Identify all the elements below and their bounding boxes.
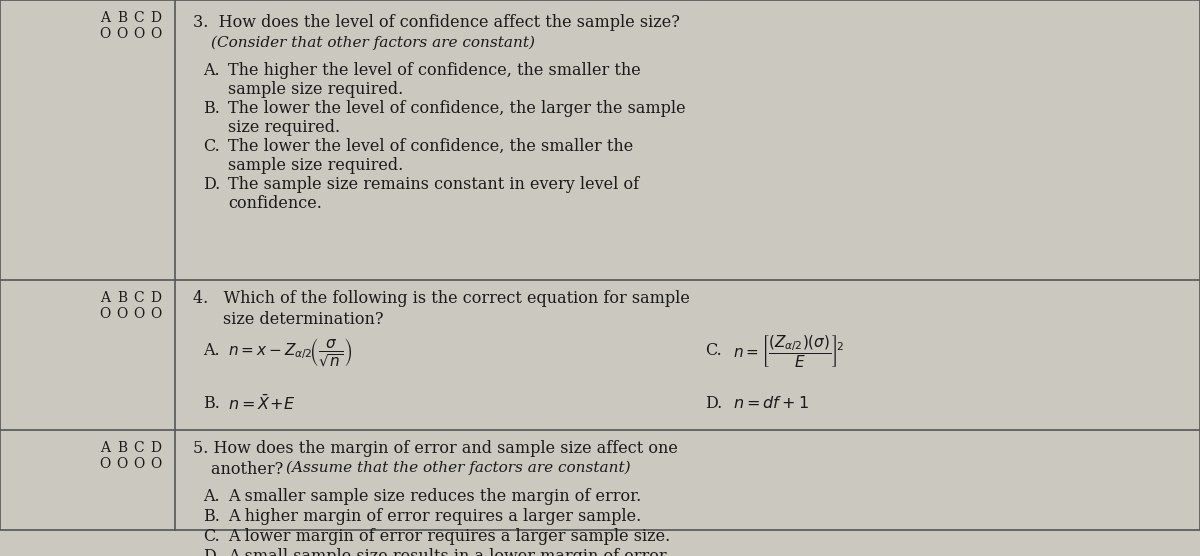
Text: $n = \left[\dfrac{(Z_{\alpha/2})(\sigma)}{E}\right]^{\!2}$: $n = \left[\dfrac{(Z_{\alpha/2})(\sigma)… [733, 334, 845, 370]
Text: O: O [100, 457, 110, 471]
Text: B: B [116, 291, 127, 305]
Bar [0, 430, 175, 530]
Text: O: O [150, 27, 162, 41]
Text: B.: B. [203, 508, 220, 525]
Text: A higher margin of error requires a larger sample.: A higher margin of error requires a larg… [228, 508, 641, 525]
Text: 3.  How does the level of confidence affect the sample size?: 3. How does the level of confidence affe… [193, 14, 680, 31]
Text: A.: A. [203, 62, 220, 79]
Text: The lower the level of confidence, the larger the sample: The lower the level of confidence, the l… [228, 100, 685, 117]
Bar [175, 280, 1200, 430]
Bar [0, 0, 175, 280]
Text: A: A [100, 441, 110, 455]
Text: D: D [150, 291, 162, 305]
Text: $n = df + 1$: $n = df + 1$ [733, 395, 809, 412]
Text: A.: A. [203, 488, 220, 505]
Text: D: D [150, 441, 162, 455]
Text: sample size required.: sample size required. [228, 81, 403, 98]
Bar [0, 280, 175, 430]
Text: The lower the level of confidence, the smaller the: The lower the level of confidence, the s… [228, 138, 634, 155]
Text: C: C [133, 291, 144, 305]
Text: size determination?: size determination? [223, 311, 384, 328]
Text: O: O [100, 27, 110, 41]
Text: 5. How does the margin of error and sample size affect one: 5. How does the margin of error and samp… [193, 440, 678, 457]
Text: C: C [133, 11, 144, 25]
Bar [175, 0, 1200, 280]
Text: A: A [100, 11, 110, 25]
Text: B: B [116, 11, 127, 25]
Text: D.: D. [706, 395, 722, 412]
Text: C: C [133, 441, 144, 455]
Text: O: O [133, 457, 145, 471]
Text: B.: B. [203, 395, 220, 412]
Text: O: O [116, 457, 127, 471]
Text: O: O [100, 307, 110, 321]
Bar [175, 430, 1200, 530]
Text: size required.: size required. [228, 119, 340, 136]
Text: A: A [100, 291, 110, 305]
Text: $n = x - Z_{\alpha/2}\!\left(\dfrac{\sigma}{\sqrt{n}}\right)$: $n = x - Z_{\alpha/2}\!\left(\dfrac{\sig… [228, 337, 353, 369]
Text: O: O [116, 307, 127, 321]
Text: (Consider that other factors are constant): (Consider that other factors are constan… [211, 36, 535, 51]
Text: confidence.: confidence. [228, 195, 322, 212]
Text: 4.   Which of the following is the correct equation for sample: 4. Which of the following is the correct… [193, 290, 690, 307]
Text: O: O [116, 27, 127, 41]
Text: D.: D. [203, 548, 221, 556]
Text: The sample size remains constant in every level of: The sample size remains constant in ever… [228, 176, 640, 193]
Text: C.: C. [706, 342, 721, 359]
Text: (Assume that the other factors are constant): (Assume that the other factors are const… [286, 461, 631, 475]
Text: O: O [150, 307, 162, 321]
Text: C.: C. [203, 528, 220, 545]
Text: B.: B. [203, 100, 220, 117]
Text: B: B [116, 441, 127, 455]
Text: another?: another? [211, 461, 288, 478]
Text: A smaller sample size reduces the margin of error.: A smaller sample size reduces the margin… [228, 488, 641, 505]
Text: A small sample size results in a lower margin of error.: A small sample size results in a lower m… [228, 548, 670, 556]
Text: C.: C. [203, 138, 220, 155]
Text: A lower margin of error requires a larger sample size.: A lower margin of error requires a large… [228, 528, 671, 545]
Text: $n = \bar{X}\!+\!E$: $n = \bar{X}\!+\!E$ [228, 395, 295, 414]
Text: O: O [150, 457, 162, 471]
Text: A.: A. [203, 342, 220, 359]
Text: D: D [150, 11, 162, 25]
Text: O: O [133, 27, 145, 41]
Text: O: O [133, 307, 145, 321]
Text: sample size required.: sample size required. [228, 157, 403, 174]
Text: The higher the level of confidence, the smaller the: The higher the level of confidence, the … [228, 62, 641, 79]
Text: D.: D. [203, 176, 221, 193]
